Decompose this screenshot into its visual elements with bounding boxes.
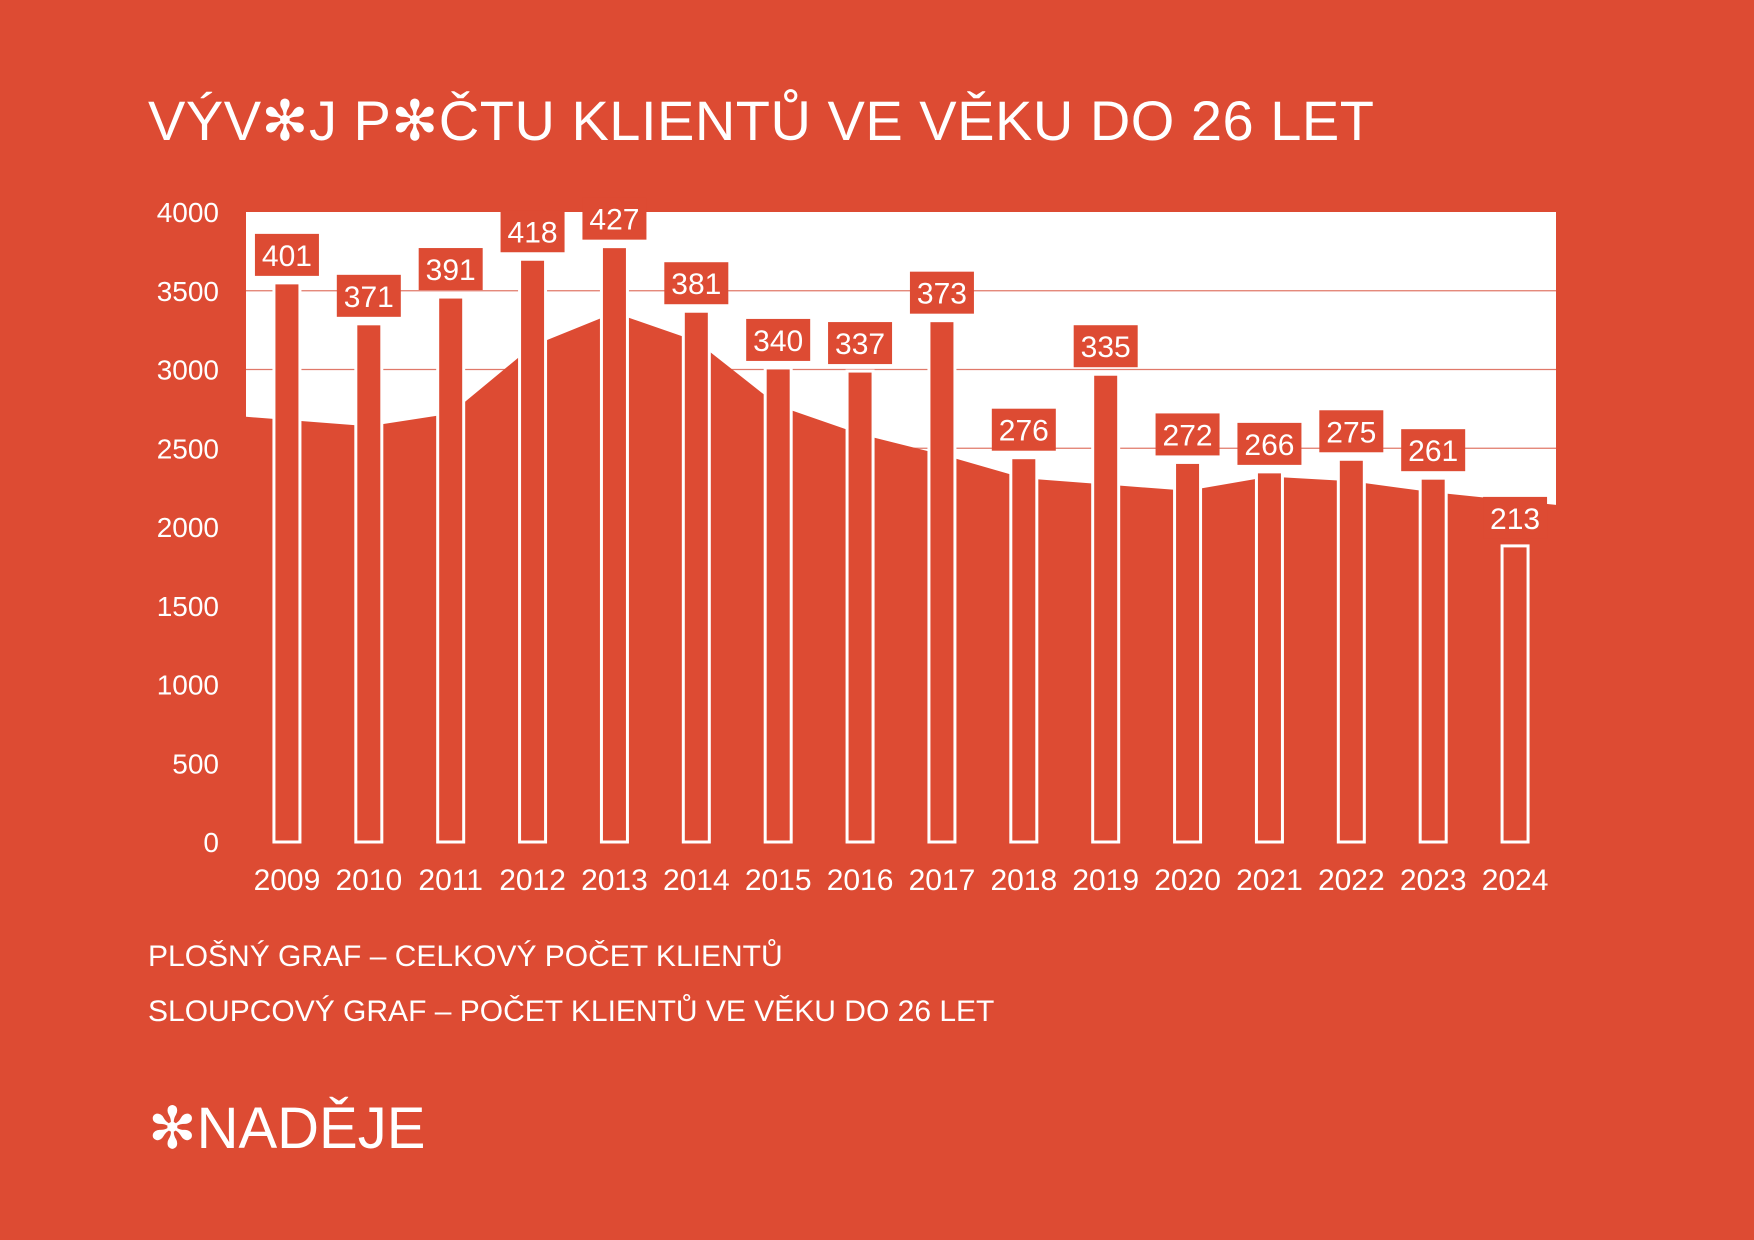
x-tick-label-2011: 2011	[418, 864, 483, 897]
y-tick-label-3000: 3000	[157, 355, 219, 386]
x-tick-label-2023: 2023	[1400, 864, 1467, 897]
data-label-2018: 276	[999, 415, 1049, 448]
x-tick-label-2019: 2019	[1072, 864, 1139, 897]
data-label-2014: 381	[671, 268, 721, 301]
data-label-box-2015	[746, 318, 811, 361]
x-tick-label-2015: 2015	[745, 864, 812, 897]
area-total-clients	[246, 312, 1556, 842]
data-label-box-2016	[828, 322, 893, 365]
data-label-2022: 275	[1326, 416, 1376, 449]
data-label-box-2024	[1483, 496, 1548, 539]
data-label-box-2014	[664, 262, 729, 305]
data-label-2024: 213	[1490, 503, 1540, 536]
y-tick-label-2000: 2000	[157, 512, 219, 543]
data-label-2019: 335	[1081, 331, 1131, 364]
legend-bar: SLOUPCOVÝ GRAF – POČET KLIENTŮ VE VĚKU D…	[148, 995, 995, 1028]
x-tick-label-2024: 2024	[1482, 864, 1549, 897]
bar-2023	[1418, 476, 1448, 844]
bar-2017	[927, 319, 957, 844]
x-axis: 2009 2010 2011 2012 2013 2014 2015 2016 2017 2018…	[254, 864, 1549, 897]
data-label-box-2012	[500, 210, 565, 253]
bar-2011	[436, 295, 466, 844]
data-label-box-2010	[336, 274, 401, 317]
x-tick-label-2009: 2009	[254, 864, 321, 897]
bar-2012	[518, 257, 548, 844]
x-tick-label-2020: 2020	[1154, 864, 1221, 897]
data-label-box-2020	[1155, 413, 1220, 456]
data-label-box-2018	[991, 408, 1056, 451]
bar-2018	[1009, 456, 1039, 844]
data-label-box-2009	[254, 233, 319, 276]
data-label-box-2019	[1073, 325, 1138, 368]
y-tick-label-3500: 3500	[157, 276, 219, 307]
bar-series	[272, 245, 1530, 844]
bar-2009	[272, 281, 302, 844]
data-label-2016: 337	[835, 328, 885, 361]
bar-2015	[763, 366, 793, 844]
data-label-box-2011	[418, 248, 483, 291]
x-tick-label-2012: 2012	[499, 864, 566, 897]
x-tick-label-2017: 2017	[909, 864, 976, 897]
x-tick-label-2022: 2022	[1318, 864, 1385, 897]
area-series	[246, 312, 1556, 842]
bar-2016	[845, 369, 875, 844]
data-label-box-2021	[1237, 422, 1302, 465]
legend-area: PLOŠNÝ GRAF – CELKOVÝ POČET KLIENTŮ	[148, 940, 783, 973]
bar-2010	[354, 322, 384, 844]
data-label-2012: 418	[508, 216, 558, 249]
x-tick-label-2010: 2010	[335, 864, 402, 897]
bar-2019	[1091, 372, 1121, 844]
data-label-2017: 373	[917, 278, 967, 311]
x-tick-label-2014: 2014	[663, 864, 730, 897]
data-label-2011: 391	[426, 254, 476, 287]
y-tick-label-500: 500	[172, 748, 219, 779]
bar-2022	[1336, 457, 1366, 844]
y-tick-label-4000: 4000	[157, 197, 219, 228]
x-tick-label-2021: 2021	[1236, 864, 1303, 897]
y-axis: 0 500 1000 1500 2000 2500 3000 3500 4000	[157, 197, 219, 858]
data-label-box-2013	[582, 197, 647, 240]
chart-title: VÝV✻J P✻ČTU KLIENTŮ VE VĚKU DO 26 LET	[148, 89, 1375, 152]
brand-logo: ✻NADĚJE	[148, 1096, 426, 1161]
y-tick-label-0: 0	[203, 827, 219, 858]
data-label-2021: 266	[1244, 429, 1294, 462]
data-label-box-2022	[1319, 410, 1384, 453]
data-label-2023: 261	[1408, 435, 1458, 468]
bar-2020	[1173, 460, 1203, 844]
data-labels: 401 371 391 418 427 381 340 337 373 276 335 272 266 2…	[254, 197, 1548, 539]
data-label-2013: 427	[589, 204, 639, 237]
data-label-2020: 272	[1163, 419, 1213, 452]
y-tick-label-1500: 1500	[157, 591, 219, 622]
bar-2013	[599, 245, 629, 844]
x-tick-label-2013: 2013	[581, 864, 648, 897]
data-label-box-2017	[909, 271, 974, 314]
y-tick-label-2500: 2500	[157, 433, 219, 464]
data-label-2009: 401	[262, 240, 312, 273]
bar-2014	[681, 309, 711, 844]
x-tick-label-2016: 2016	[827, 864, 894, 897]
data-label-2015: 340	[753, 325, 803, 358]
data-label-box-2023	[1401, 429, 1466, 472]
data-label-2010: 371	[344, 281, 394, 314]
x-tick-label-2018: 2018	[990, 864, 1057, 897]
y-tick-label-1000: 1000	[157, 670, 219, 701]
bar-2021	[1254, 470, 1284, 844]
bar-2024	[1500, 544, 1530, 844]
